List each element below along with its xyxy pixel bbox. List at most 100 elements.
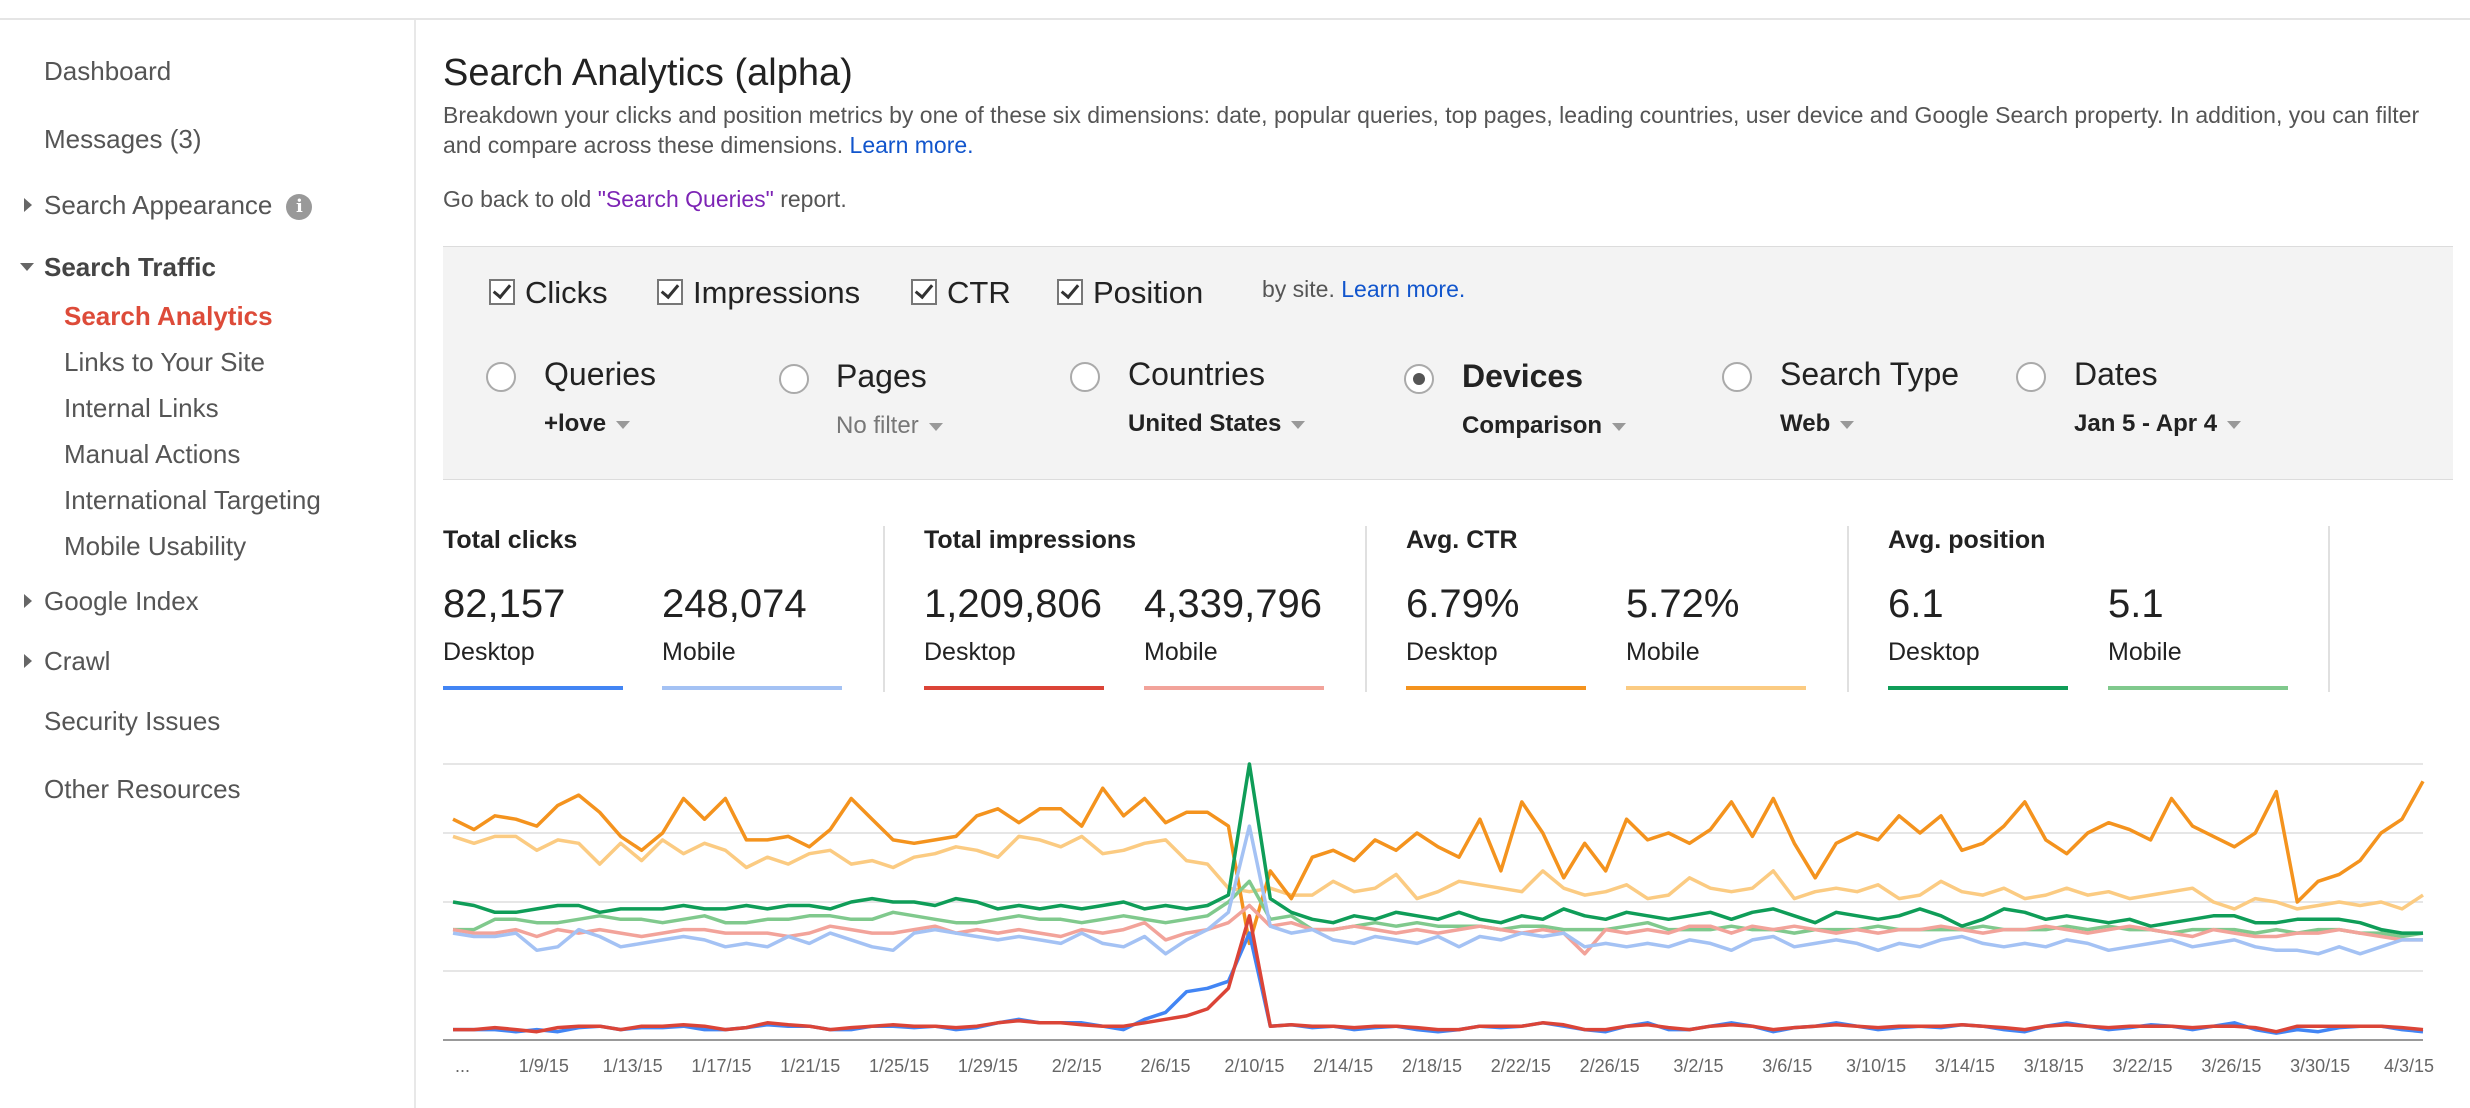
search-type-label[interactable]: Search Type <box>1780 356 1960 392</box>
series-line-total-clicks-mobile[interactable] <box>452 824 2423 956</box>
series-line-total-impressions-desktop[interactable] <box>453 914 2424 1034</box>
position-mobile-value: 5.1 <box>2108 582 2164 626</box>
sidebar-item-security-issues[interactable]: Security Issues <box>44 706 221 736</box>
search-type-filter[interactable]: Web <box>1780 410 1855 438</box>
ctr-checkbox[interactable]: CTR <box>911 275 1011 311</box>
devices-label[interactable]: Devices <box>1462 358 1583 394</box>
sidebar-item-google-index[interactable]: Google Index <box>44 586 199 616</box>
collapse-arrow-icon[interactable] <box>20 263 34 271</box>
pages-radio[interactable] <box>779 364 809 394</box>
search-type-radio[interactable] <box>1722 362 1752 392</box>
clicks-desktop-value: 82,157 <box>443 582 566 626</box>
series-line-avg-ctr-mobile[interactable] <box>452 834 2424 911</box>
dates-radio[interactable] <box>2016 362 2046 392</box>
sidebar-item-search-appearance[interactable]: Search Appearance i <box>44 190 313 221</box>
dropdown-caret-icon[interactable] <box>2227 420 2242 429</box>
learn-more-link[interactable]: Learn more. <box>849 132 974 158</box>
search-queries-link[interactable]: "Search Queries" <box>597 186 774 212</box>
clicks-mobile-legend[interactable] <box>662 686 842 690</box>
position-desktop-value: 6.1 <box>1888 582 1944 626</box>
by-site-note: by site. Learn more. <box>1262 276 1466 302</box>
impressions-checkbox[interactable]: Impressions <box>657 275 860 311</box>
sidebar-item-search-analytics[interactable]: Search Analytics <box>64 301 273 331</box>
checkbox-checked-icon[interactable] <box>657 279 683 305</box>
page-title: Search Analytics (alpha) <box>443 52 853 94</box>
position-mobile-label: Mobile <box>2108 638 2182 666</box>
countries-label[interactable]: Countries <box>1128 356 1265 392</box>
dropdown-caret-icon[interactable] <box>1612 422 1627 431</box>
impressions-mobile-value: 4,339,796 <box>1144 582 1322 626</box>
sidebar-item-manual-actions[interactable]: Manual Actions <box>64 439 241 469</box>
x-tick-label: 3/14/15 <box>1935 1056 1995 1076</box>
top-divider <box>0 18 2470 20</box>
x-tick-label: 2/10/15 <box>1224 1056 1284 1076</box>
sidebar-item-crawl[interactable]: Crawl <box>44 646 111 676</box>
expand-arrow-icon[interactable] <box>24 594 32 608</box>
clicks-mobile-value: 248,074 <box>662 582 807 626</box>
series-line-avg-ctr-desktop[interactable] <box>452 780 2425 946</box>
queries-filter[interactable]: +love <box>544 410 631 438</box>
series-line-avg-position-desktop[interactable] <box>452 762 2423 935</box>
dates-label[interactable]: Dates <box>2074 356 2158 392</box>
sidebar-item-search-traffic[interactable]: Search Traffic <box>44 252 216 282</box>
countries-radio[interactable] <box>1070 362 1100 392</box>
dates-filter[interactable]: Jan 5 - Apr 4 <box>2074 410 2242 438</box>
sidebar-item-mobile-usability[interactable]: Mobile Usability <box>64 531 247 561</box>
x-tick-label: 1/21/15 <box>780 1056 840 1076</box>
position-mobile-legend[interactable] <box>2108 686 2288 690</box>
checkbox-checked-icon[interactable] <box>489 279 515 305</box>
summary-divider <box>1847 526 1849 692</box>
sidebar-item-dashboard[interactable]: Dashboard <box>44 56 172 86</box>
position-desktop-legend[interactable] <box>1888 686 2068 690</box>
clicks-checkbox[interactable]: Clicks <box>489 275 608 311</box>
x-tick-label: 2/26/15 <box>1580 1056 1640 1076</box>
sidebar-item-international-targeting[interactable]: International Targeting <box>64 485 321 515</box>
ctr-mobile-legend[interactable] <box>1626 686 1806 690</box>
ctr-desktop-legend[interactable] <box>1406 686 1586 690</box>
dropdown-caret-icon[interactable] <box>1840 420 1855 429</box>
series-line-total-impressions-mobile[interactable] <box>452 903 2423 956</box>
sidebar-item-links-to-your-site[interactable]: Links to Your Site <box>64 347 265 377</box>
x-tick-label: 4/3/15 <box>2384 1056 2434 1076</box>
summary-divider <box>1365 526 1367 692</box>
search-analytics-chart[interactable]: ... 1/9/15 1/13/15 1/17/15 1/21/15 1/25/15 1/2… <box>443 756 2443 1086</box>
expand-arrow-icon[interactable] <box>24 198 32 212</box>
x-tick-label: 3/18/15 <box>2024 1056 2084 1076</box>
countries-filter[interactable]: United States <box>1128 410 1306 438</box>
impressions-desktop-legend[interactable] <box>924 686 1104 690</box>
total-impressions-title: Total impressions <box>924 526 1137 554</box>
position-checkbox[interactable]: Position <box>1057 275 1203 311</box>
dropdown-caret-icon[interactable] <box>928 422 943 431</box>
devices-radio[interactable] <box>1404 364 1434 394</box>
checkbox-checked-icon[interactable] <box>1057 279 1083 305</box>
x-tick-label: 3/30/15 <box>2290 1056 2350 1076</box>
clicks-desktop-legend[interactable] <box>443 686 623 690</box>
devices-filter[interactable]: Comparison <box>1462 412 1627 440</box>
dropdown-caret-icon[interactable] <box>1291 420 1306 429</box>
sidebar-item-other-resources[interactable]: Other Resources <box>44 774 241 804</box>
dropdown-caret-icon[interactable] <box>616 420 631 429</box>
info-icon[interactable]: i <box>286 194 313 221</box>
pages-label[interactable]: Pages <box>836 358 927 394</box>
expand-arrow-icon[interactable] <box>24 654 32 668</box>
ctr-desktop-value: 6.79% <box>1406 582 1520 626</box>
x-tick-label: 1/9/15 <box>519 1056 569 1076</box>
sidebar-item-messages[interactable]: Messages (3) <box>44 124 202 154</box>
pages-filter[interactable]: No filter <box>836 412 943 440</box>
impressions-desktop-label: Desktop <box>924 638 1016 666</box>
checkbox-checked-icon[interactable] <box>911 279 937 305</box>
queries-radio[interactable] <box>486 362 516 392</box>
by-site-learn-more-link[interactable]: Learn more. <box>1341 276 1466 302</box>
series-line-avg-position-mobile[interactable] <box>453 879 2424 939</box>
x-tick-label: 1/25/15 <box>869 1056 929 1076</box>
ctr-desktop-label: Desktop <box>1406 638 1498 666</box>
ctr-mobile-value: 5.72% <box>1626 582 1740 626</box>
queries-label[interactable]: Queries <box>544 356 657 392</box>
impressions-mobile-legend[interactable] <box>1144 686 1324 690</box>
old-report-notice: Go back to old "Search Queries" report. <box>443 186 847 212</box>
avg-ctr-title: Avg. CTR <box>1406 526 1518 554</box>
dimension-bar <box>443 327 2453 480</box>
x-tick-label: ... <box>455 1056 470 1076</box>
sidebar <box>0 20 416 1108</box>
sidebar-item-internal-links[interactable]: Internal Links <box>64 393 219 423</box>
